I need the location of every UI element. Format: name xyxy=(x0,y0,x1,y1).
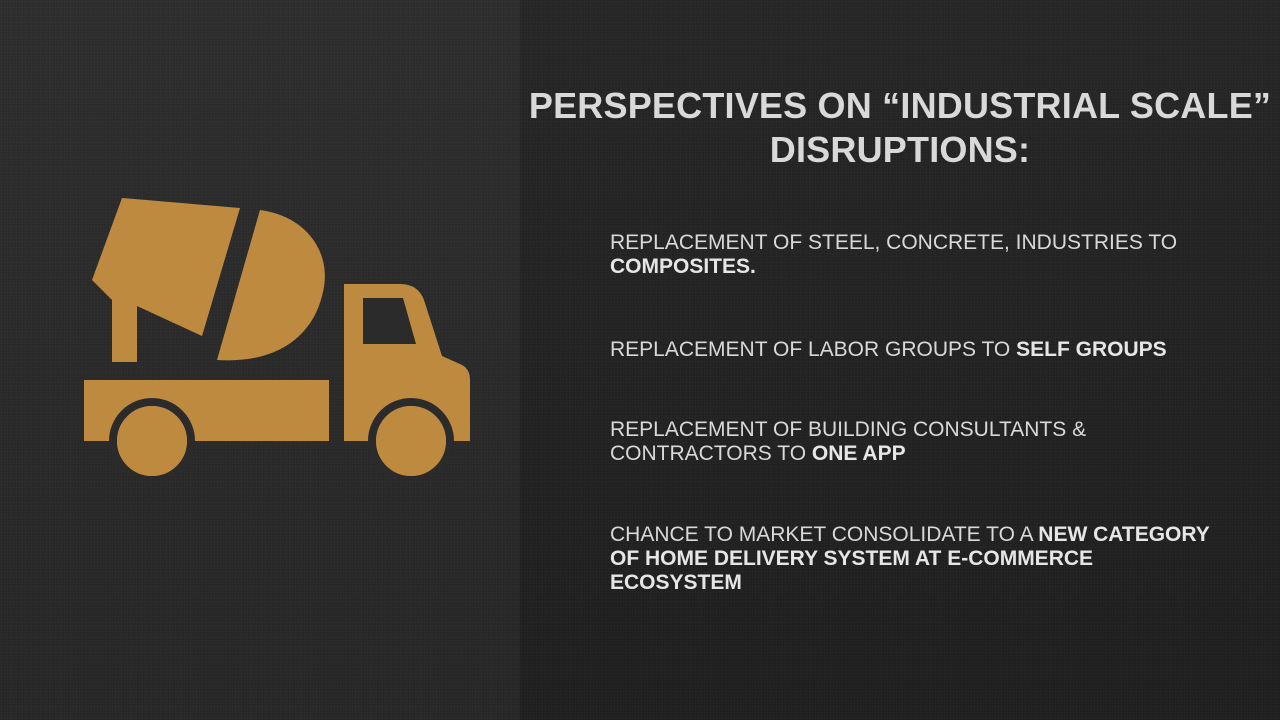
bullet-1-bold: COMPOSITES. xyxy=(610,255,756,278)
slide-title: PERSPECTIVES ON “INDUSTRIAL SCALE” DISRU… xyxy=(520,84,1280,172)
bullet-3-bold: ONE APP xyxy=(811,442,906,465)
bullet-4-bold: NEW CATEGORY OF HOME DELIVERY SYSTEM AT … xyxy=(610,523,1210,594)
bullet-2: REPLACEMENT OF LABOR GROUPS TO SELF GROU… xyxy=(610,338,1210,362)
cement-mixer-truck-icon xyxy=(84,198,470,476)
bullet-1: REPLACEMENT OF STEEL, CONCRETE, INDUSTRI… xyxy=(610,231,1210,279)
bullet-3: REPLACEMENT OF BUILDING CONSULTANTS & CO… xyxy=(610,418,1210,466)
bullet-4-text: CHANCE TO MARKET CONSOLIDATE TO A xyxy=(610,523,1039,546)
bullet-1-text: REPLACEMENT OF STEEL, CONCRETE, INDUSTRI… xyxy=(610,231,1178,254)
bullet-2-text: REPLACEMENT OF LABOR GROUPS TO xyxy=(610,338,1017,361)
bullet-4: CHANCE TO MARKET CONSOLIDATE TO A NEW CA… xyxy=(610,523,1210,595)
bullet-3-text: REPLACEMENT OF BUILDING CONSULTANTS & CO… xyxy=(610,418,1087,465)
bullet-2-bold: SELF GROUPS xyxy=(1016,338,1167,361)
title-line-1: PERSPECTIVES ON “INDUSTRIAL SCALE” xyxy=(528,85,1272,126)
title-line-2: DISRUPTIONS: xyxy=(769,129,1031,170)
